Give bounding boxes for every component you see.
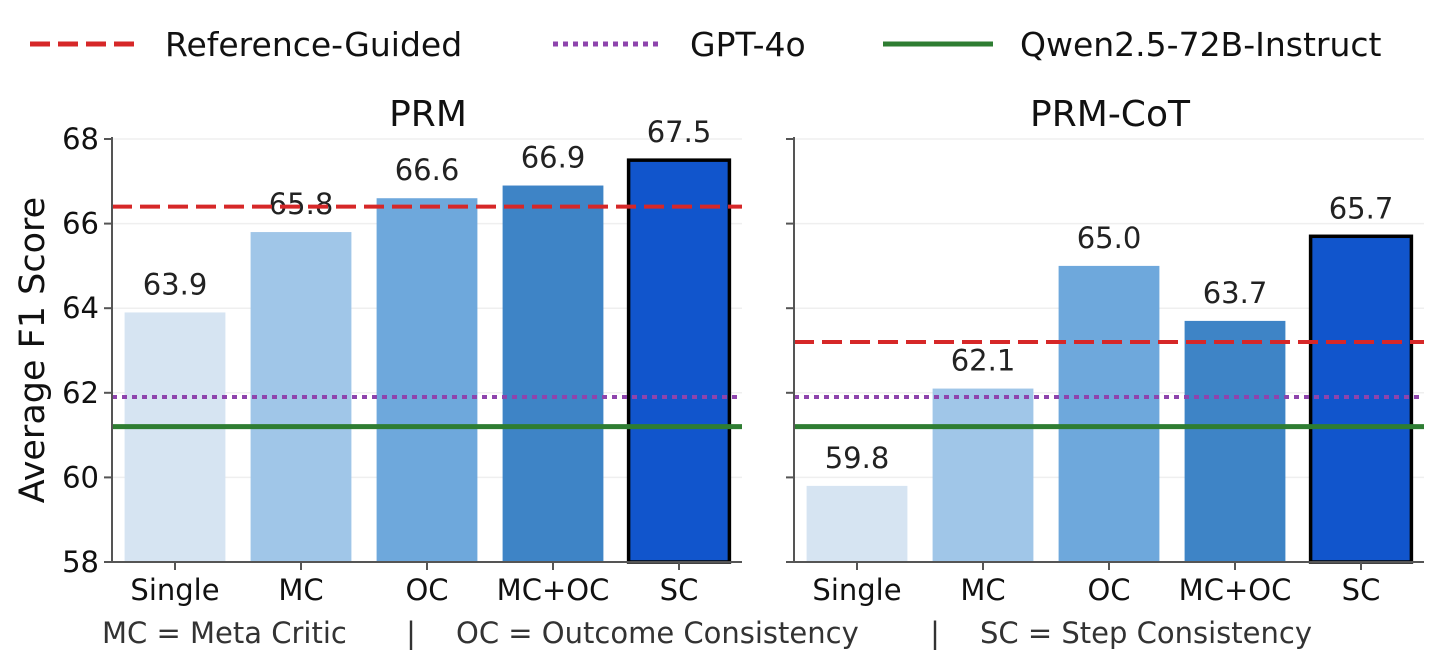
- prm-value-label-mc-oc: 66.9: [521, 141, 586, 175]
- footnote-separator-2: |: [930, 616, 940, 650]
- prm-value-label-single: 63.9: [143, 267, 208, 301]
- prm-cot-value-label-oc: 65.0: [1077, 221, 1142, 255]
- prm-cot-bar-sc: [1308, 234, 1414, 564]
- panel-title-prm: PRM: [389, 94, 467, 135]
- footnote-mc: MC = Meta Critic: [102, 616, 347, 650]
- footnote-oc: OC = Outcome Consistency: [456, 616, 859, 650]
- prm-cot-bar-mc: [932, 388, 1034, 562]
- prm-value-label-oc: 66.6: [395, 153, 460, 187]
- prm-xtick-label-single: Single: [130, 573, 219, 607]
- prm-bar-single: [124, 312, 226, 562]
- prm-cot-xtick-label-mc-oc: MC+OC: [1179, 573, 1292, 607]
- legend-label-gpt-4o: GPT-4o: [690, 25, 806, 64]
- prm-bar-oc: [376, 198, 478, 562]
- panel-prm: 63.9 65.8 66.6 66.9 67.5 58 60 62 64 66 68 Single MC…: [62, 115, 742, 607]
- y-axis-label: Average F1 Score: [13, 197, 53, 503]
- prm-ytick-label-58: 58: [62, 545, 99, 579]
- prm-cot-xtick-label-mc: MC: [960, 573, 1005, 607]
- prm-bar-mc-oc: [502, 185, 604, 562]
- prm-xtick-label-mc-oc: MC+OC: [497, 573, 610, 607]
- legend-label-qwen: Qwen2.5-72B-Instruct: [1020, 25, 1382, 64]
- prm-cot-xtick-label-oc: OC: [1087, 573, 1130, 607]
- prm-cot-value-label-mc-oc: 63.7: [1203, 276, 1268, 310]
- prm-value-label-mc: 65.8: [269, 187, 334, 221]
- prm-ytick-label-60: 60: [62, 460, 99, 494]
- prm-cot-bar-mc-oc: [1184, 320, 1286, 562]
- prm-cot-value-label-mc: 62.1: [951, 344, 1016, 378]
- panel-prm-cot: 59.8 62.1 65.0 63.7 65.7 Single MC OC MC+OC SC: [786, 137, 1424, 607]
- panel-title-prm-cot: PRM-CoT: [1030, 94, 1191, 135]
- footnote-separator-1: |: [406, 616, 416, 650]
- prm-ytick-label-64: 64: [62, 291, 99, 325]
- prm-cot-value-label-sc: 65.7: [1329, 191, 1394, 225]
- prm-ytick-label-66: 66: [62, 207, 99, 241]
- legend-label-reference-guided: Reference-Guided: [165, 25, 462, 64]
- prm-cot-bar-single: [806, 485, 908, 562]
- footnote: MC = Meta Critic | OC = Outcome Consiste…: [102, 616, 1312, 650]
- prm-value-label-sc: 67.5: [647, 115, 712, 149]
- prm-xtick-label-oc: OC: [405, 573, 448, 607]
- prm-cot-xtick-label-single: Single: [812, 573, 901, 607]
- prm-xtick-label-sc: SC: [660, 573, 699, 607]
- prm-cot-value-label-single: 59.8: [825, 441, 890, 475]
- prm-cot-xtick-label-sc: SC: [1342, 573, 1381, 607]
- prm-ytick-label-62: 62: [62, 376, 99, 410]
- prm-bar-sc: [626, 158, 732, 564]
- footnote-sc: SC = Step Consistency: [980, 616, 1312, 650]
- prm-ytick-label-68: 68: [62, 122, 99, 156]
- legend: Reference-Guided GPT-4o Qwen2.5-72B-Inst…: [30, 25, 1382, 64]
- prm-cot-bar-oc: [1058, 265, 1160, 562]
- prm-xtick-label-mc: MC: [278, 573, 323, 607]
